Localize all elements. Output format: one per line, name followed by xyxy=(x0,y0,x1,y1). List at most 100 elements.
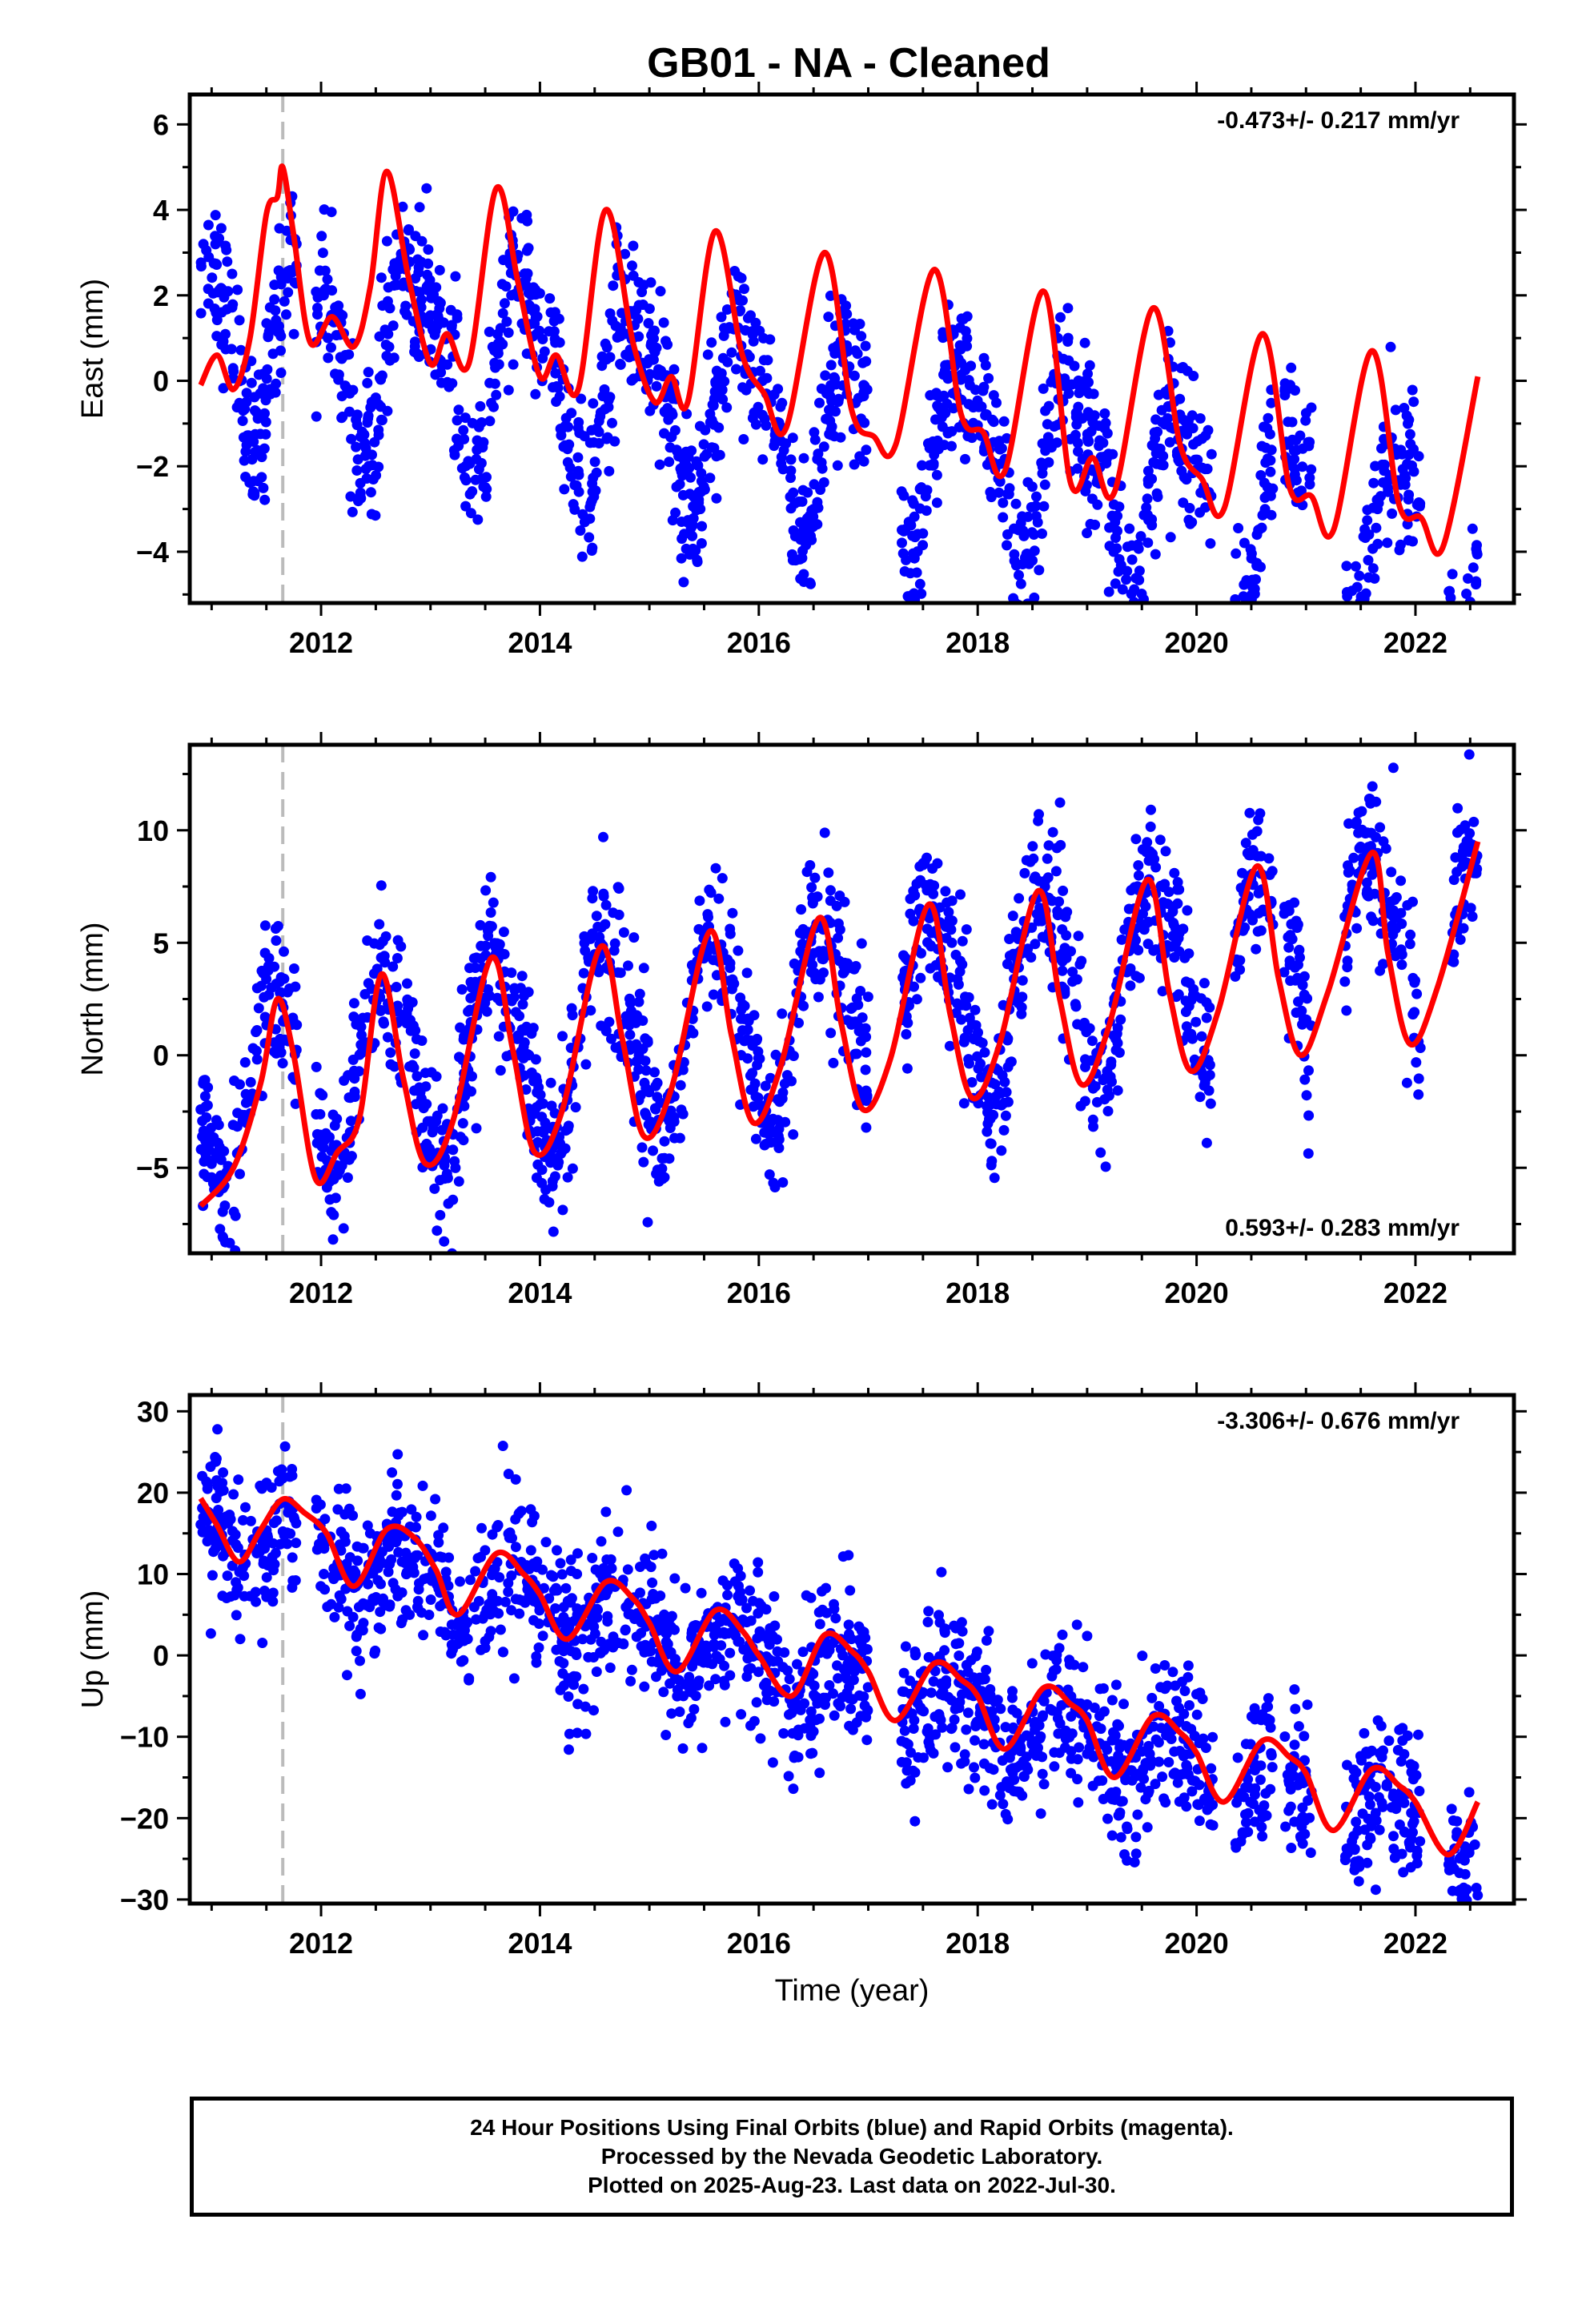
data-point xyxy=(311,1128,323,1140)
data-point xyxy=(943,426,954,437)
data-point xyxy=(217,1590,228,1602)
data-point xyxy=(520,1084,532,1095)
data-point xyxy=(1233,523,1244,533)
data-point xyxy=(366,509,377,520)
data-point xyxy=(205,1628,216,1639)
data-point xyxy=(1279,967,1290,978)
data-point xyxy=(587,542,598,553)
data-point xyxy=(638,1156,649,1168)
data-point xyxy=(934,1610,944,1621)
data-point xyxy=(789,498,801,509)
data-point xyxy=(963,1783,974,1795)
data-point xyxy=(812,497,823,508)
data-point xyxy=(942,1762,954,1773)
data-point xyxy=(284,983,295,994)
data-point xyxy=(430,369,441,380)
data-point xyxy=(761,1139,771,1149)
data-point xyxy=(533,1618,544,1629)
data-point xyxy=(1244,807,1255,818)
data-points xyxy=(195,1424,1484,1904)
data-point xyxy=(504,1532,515,1543)
data-point xyxy=(374,919,385,930)
data-point xyxy=(591,911,602,922)
data-point xyxy=(938,332,949,344)
data-point xyxy=(901,554,912,565)
data-point xyxy=(1017,991,1028,1003)
data-point xyxy=(968,1033,979,1044)
data-point xyxy=(383,1566,394,1578)
data-point xyxy=(351,1629,363,1640)
data-point xyxy=(1341,651,1351,661)
data-point xyxy=(930,390,942,401)
data-point xyxy=(708,989,719,1000)
data-point xyxy=(954,966,966,977)
data-point xyxy=(255,980,267,991)
data-point xyxy=(344,1620,355,1631)
data-point xyxy=(268,1518,279,1529)
data-point xyxy=(1235,883,1247,894)
data-point xyxy=(1468,816,1480,827)
data-point xyxy=(368,968,379,979)
data-point xyxy=(618,927,629,938)
data-point xyxy=(620,1011,632,1022)
data-point xyxy=(761,420,772,431)
data-point xyxy=(1204,1059,1215,1071)
data-point xyxy=(798,577,809,587)
data-point xyxy=(1251,613,1262,623)
data-point xyxy=(743,1015,754,1027)
y-tick-label: 0 xyxy=(153,365,169,398)
data-point xyxy=(625,1675,636,1687)
data-point xyxy=(250,428,261,440)
data-point xyxy=(1098,1683,1109,1694)
data-point xyxy=(1196,1031,1207,1042)
data-point xyxy=(995,1703,1006,1715)
data-point xyxy=(1371,831,1381,842)
data-point xyxy=(1154,834,1166,846)
data-point xyxy=(1461,635,1472,645)
data-point xyxy=(613,883,624,894)
data-point xyxy=(506,1605,517,1616)
data-point xyxy=(489,378,500,389)
data-point xyxy=(1286,919,1297,930)
data-point xyxy=(1026,1658,1038,1669)
data-point xyxy=(247,454,258,465)
data-point xyxy=(961,924,972,935)
data-point xyxy=(220,240,231,251)
data-point xyxy=(1159,1660,1170,1671)
data-point xyxy=(263,1560,274,1571)
data-point xyxy=(775,401,786,412)
data-point xyxy=(245,1076,256,1088)
data-point xyxy=(986,1706,998,1717)
data-point xyxy=(203,298,214,309)
data-point xyxy=(323,352,334,364)
data-point xyxy=(843,1619,854,1630)
data-point xyxy=(739,1000,750,1011)
data-point xyxy=(996,1145,1007,1156)
data-point xyxy=(355,1655,365,1667)
data-point xyxy=(672,1691,683,1702)
data-point xyxy=(1237,656,1247,666)
data-point xyxy=(739,283,749,295)
data-point xyxy=(618,1638,629,1649)
data-point xyxy=(369,1648,380,1659)
data-point xyxy=(1195,413,1206,424)
data-point xyxy=(659,1609,670,1620)
data-point xyxy=(952,998,963,1009)
data-point xyxy=(1399,469,1410,480)
data-point xyxy=(201,1476,212,1487)
data-point xyxy=(560,1143,571,1154)
data-point xyxy=(375,1005,387,1015)
data-point xyxy=(1103,586,1114,597)
data-point xyxy=(716,1640,727,1651)
data-point xyxy=(598,831,608,842)
data-point xyxy=(1013,525,1024,536)
data-point xyxy=(1351,623,1362,633)
data-point xyxy=(733,1591,744,1602)
data-point xyxy=(199,1168,210,1180)
data-point xyxy=(824,1645,835,1656)
data-point xyxy=(1120,1772,1131,1783)
data-point xyxy=(958,1098,970,1109)
data-point xyxy=(499,298,510,309)
